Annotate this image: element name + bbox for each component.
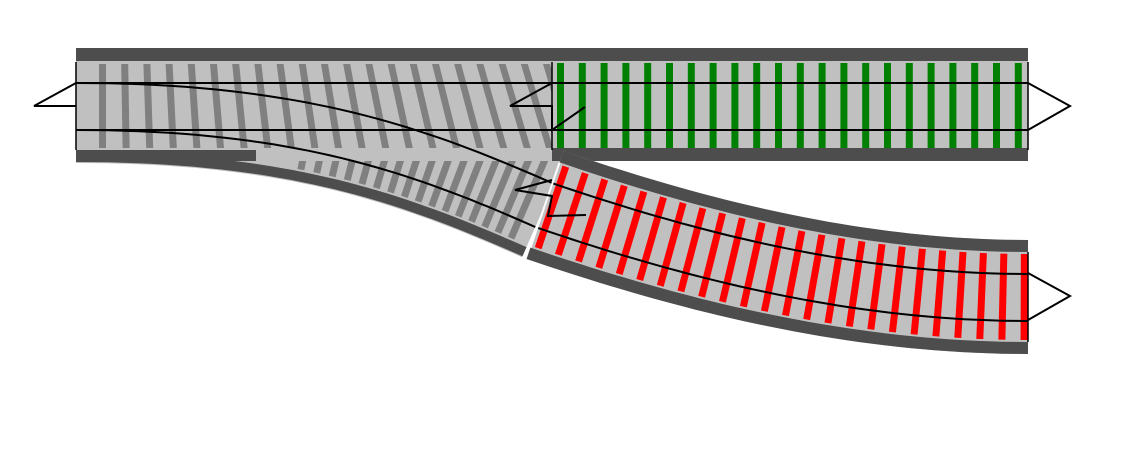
straight-tie: [666, 63, 673, 148]
turnout-tie: [365, 64, 390, 148]
turnout-start-connector: [33, 82, 77, 107]
curve-tie: [719, 217, 746, 303]
straight-tie: [840, 63, 848, 148]
straight-tie: [1014, 63, 1022, 148]
straight-tie: [993, 63, 1000, 148]
straight-tie: [884, 63, 891, 148]
curve-tie: [845, 240, 866, 327]
straight-end-connector: [1027, 82, 1073, 131]
straight-tie: [644, 63, 652, 148]
turnout-tie: [298, 64, 319, 148]
track-connectors: [33, 82, 1073, 321]
straight-top-bed-edge: [552, 48, 1028, 61]
curve-top-bed-edge: [559, 151, 1029, 252]
straight-tie: [557, 63, 564, 148]
straight-bottom-bed-edge: [552, 148, 1028, 161]
turnout-tie: [99, 64, 106, 148]
turnout-tie: [187, 64, 201, 148]
curve-tie: [782, 230, 806, 317]
turnout-straight-joint-connector: [509, 82, 586, 132]
curve-tie: [636, 196, 667, 281]
turnout-diverging-rail-outer: [75, 82, 555, 185]
curve-tie: [932, 250, 947, 337]
turnout-tie: [494, 150, 536, 234]
straight-tie: [949, 63, 957, 148]
curve-tie: [888, 246, 906, 333]
curve-rail-outer: [552, 182, 1029, 275]
curve-tie: [739, 221, 766, 308]
straight-tie: [731, 63, 739, 148]
straight-track-section: [551, 48, 1029, 161]
curve-tie: [867, 243, 886, 330]
curve-tie: [910, 248, 926, 335]
curve-tie: [954, 251, 967, 339]
straight-tie: [622, 63, 630, 148]
curve-tie: [656, 201, 687, 287]
straight-tie: [862, 63, 870, 148]
turnout-tie: [409, 64, 437, 148]
turnout-tie: [210, 64, 224, 148]
curve-bottom-bed-edge: [526, 247, 1029, 354]
turnout-section: [75, 48, 576, 258]
curve-tie: [998, 253, 1008, 340]
curve-end-connector: [1027, 272, 1073, 321]
curve-tie: [595, 184, 628, 269]
curve-tie: [824, 237, 846, 324]
turnout-tie: [276, 64, 295, 148]
curve-tie: [760, 226, 786, 312]
curve-tie: [615, 190, 648, 276]
straight-tie: [775, 63, 782, 148]
curve-tie: [803, 234, 826, 321]
curve-rail-inner: [536, 226, 1029, 322]
straight-tie: [753, 63, 761, 148]
straight-tie: [905, 63, 913, 148]
turnout-tie: [321, 64, 342, 148]
curve-tie: [575, 178, 609, 263]
curve-tie: [534, 165, 570, 250]
turnout-bottom-bed-edge: [76, 150, 256, 161]
straight-ballast: [552, 48, 1028, 161]
turnout-top-bed-edge: [76, 48, 552, 61]
curve-tie: [554, 172, 589, 256]
turnout-diverging-rail-inner: [75, 129, 536, 228]
straight-tie: [600, 63, 608, 148]
curve-start-edge: [529, 162, 561, 248]
straight-tie: [971, 63, 979, 148]
curved-track-section: [526, 151, 1029, 354]
turnout-tie: [121, 64, 130, 148]
straight-tie: [796, 63, 804, 148]
curve-tie: [677, 207, 707, 293]
straight-tie: [927, 63, 935, 148]
turnout-tie: [343, 64, 366, 148]
turnout-tie: [507, 156, 550, 240]
straight-tie: [578, 63, 586, 148]
turnout-tie: [232, 64, 248, 148]
turnout-tie: [454, 64, 484, 148]
straight-tie: [687, 63, 695, 148]
turnout-diverging-joint-connector: [514, 179, 587, 218]
turnout-tie: [254, 64, 272, 148]
turnout-tie: [476, 64, 508, 148]
turnout-tie: [432, 64, 460, 148]
straight-tie: [818, 63, 826, 148]
straight-tie: [709, 63, 717, 148]
curve-tie: [698, 212, 726, 298]
curve-tie: [976, 252, 987, 340]
